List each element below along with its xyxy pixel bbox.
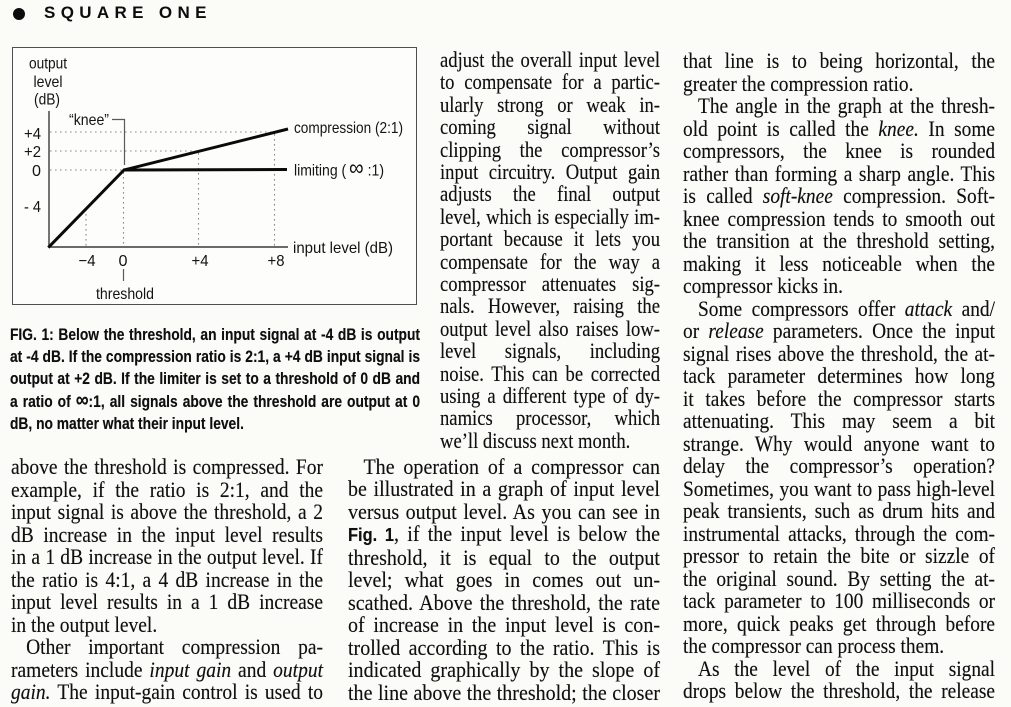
svg-text:+8: +8 <box>268 253 285 270</box>
svg-text:+2: +2 <box>24 144 41 161</box>
svg-text:“knee”: “knee” <box>69 112 109 129</box>
svg-text:(dB): (dB) <box>34 92 60 109</box>
svg-text:limiting ( ∞ :1): limiting ( ∞ :1) <box>294 155 384 181</box>
svg-text:compression (2:1): compression (2:1) <box>294 120 403 137</box>
svg-text:input level (dB): input level (dB) <box>293 240 393 257</box>
svg-text:0: 0 <box>119 253 128 270</box>
svg-text:output: output <box>29 56 67 73</box>
svg-text:+4: +4 <box>192 253 209 270</box>
svg-text:0: 0 <box>32 163 41 180</box>
svg-text:−4: −4 <box>79 253 96 270</box>
svg-text:threshold: threshold <box>96 286 154 303</box>
svg-text:level: level <box>34 74 63 91</box>
svg-text:- 4: - 4 <box>24 199 41 216</box>
svg-text:+4: +4 <box>24 126 41 143</box>
